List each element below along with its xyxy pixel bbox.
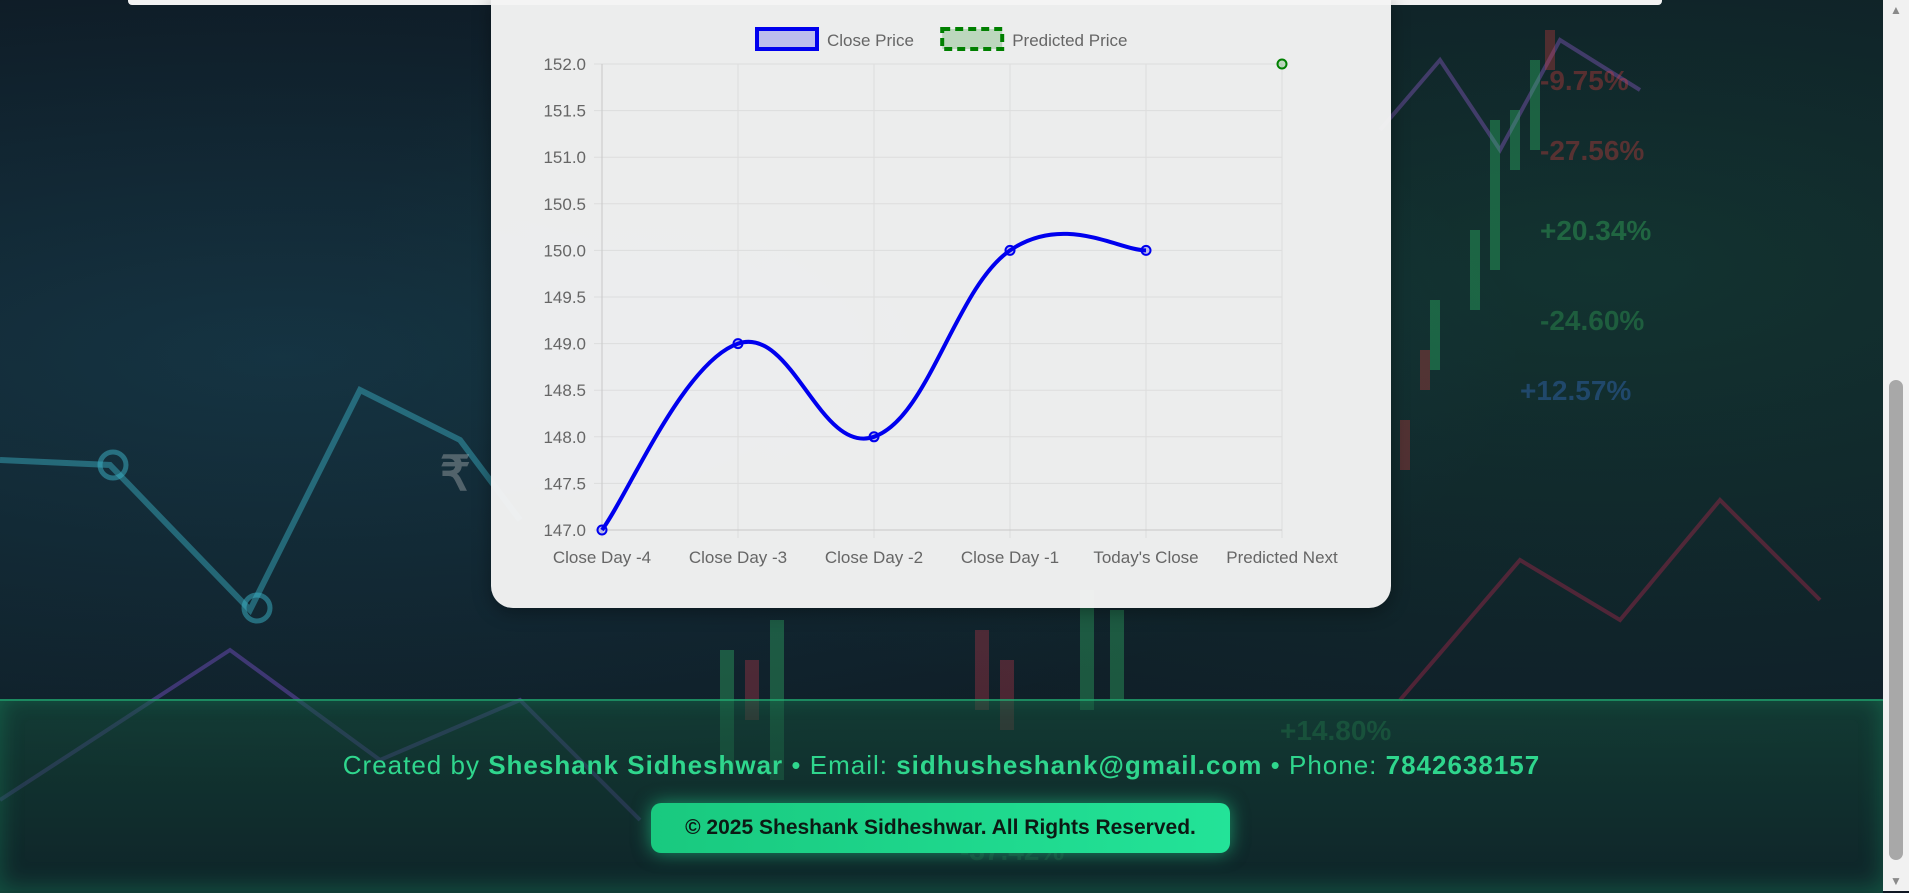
y-tick-label: 151.0	[543, 148, 586, 167]
y-tick-label: 148.5	[543, 381, 586, 400]
close-price-point	[1004, 244, 1016, 256]
close-price-legend-label: Close Price	[827, 31, 914, 50]
svg-text:₹: ₹	[440, 448, 471, 501]
y-tick-label: 148.0	[543, 428, 586, 447]
chart-card: 152.0 151.5 151.0 150.5 150.0 149.5 149.0 148.5…	[491, 0, 1391, 608]
footer-credits: Created by Sheshank Sidheshwar • Email: …	[0, 750, 1883, 781]
phone-label: • Phone:	[1270, 750, 1378, 780]
x-tick-label: Close Day -2	[825, 548, 923, 567]
scroll-down-arrow-icon[interactable]: ▼	[1890, 874, 1902, 888]
created-by-label: Created by	[342, 750, 480, 780]
close-price-point	[868, 431, 880, 443]
y-tick-label: 150.0	[543, 241, 586, 260]
email-address[interactable]: sidhusheshank@gmail.com	[896, 750, 1263, 780]
copyright-text: © 2025 Sheshank Sidheshwar. All Rights R…	[685, 816, 1196, 839]
y-tick-label: 147.0	[543, 521, 586, 540]
x-tick-label: Close Day -4	[553, 548, 651, 567]
y-tick-label: 147.5	[543, 474, 586, 493]
scroll-up-arrow-icon[interactable]: ▲	[1890, 3, 1902, 17]
svg-text:-9.75%: -9.75%	[1540, 65, 1629, 96]
svg-text:+20.34%: +20.34%	[1540, 215, 1651, 246]
predicted-price-point	[1276, 58, 1288, 70]
close-price-line	[600, 231, 1147, 532]
predicted-price-legend-label: Predicted Price	[1012, 31, 1127, 50]
close-price-point	[732, 338, 744, 350]
svg-text:+12.57%: +12.57%	[1520, 375, 1631, 406]
scrollbar[interactable]: ▲ ▼	[1883, 0, 1909, 891]
y-tick-label: 150.5	[543, 195, 586, 214]
close-price-legend-swatch	[755, 27, 819, 51]
x-tick-label: Close Day -3	[689, 548, 787, 567]
author-name: Sheshank Sidheshwar	[488, 750, 784, 780]
x-tick-label: Predicted Next	[1226, 548, 1338, 567]
x-tick-label: Today's Close	[1093, 548, 1198, 567]
price-chart: 152.0 151.5 151.0 150.5 150.0 149.5 149.0 148.5…	[543, 27, 1338, 567]
y-tick-label: 149.0	[543, 335, 586, 354]
y-tick-label: 152.0	[543, 55, 586, 74]
y-tick-label: 151.5	[543, 102, 586, 121]
email-label: • Email:	[791, 750, 888, 780]
phone-number[interactable]: 7842638157	[1385, 750, 1541, 780]
footer	[0, 699, 1883, 893]
svg-text:-27.56%: -27.56%	[1540, 135, 1644, 166]
x-tick-label: Close Day -1	[961, 548, 1059, 567]
close-price-point	[1140, 244, 1152, 256]
copyright-badge: © 2025 Sheshank Sidheshwar. All Rights R…	[651, 803, 1230, 853]
y-tick-label: 149.5	[543, 288, 586, 307]
predicted-price-legend-swatch	[940, 27, 1005, 51]
close-price-point	[596, 524, 608, 536]
scrollbar-thumb[interactable]	[1889, 380, 1903, 860]
svg-text:-24.60%: -24.60%	[1540, 305, 1644, 336]
